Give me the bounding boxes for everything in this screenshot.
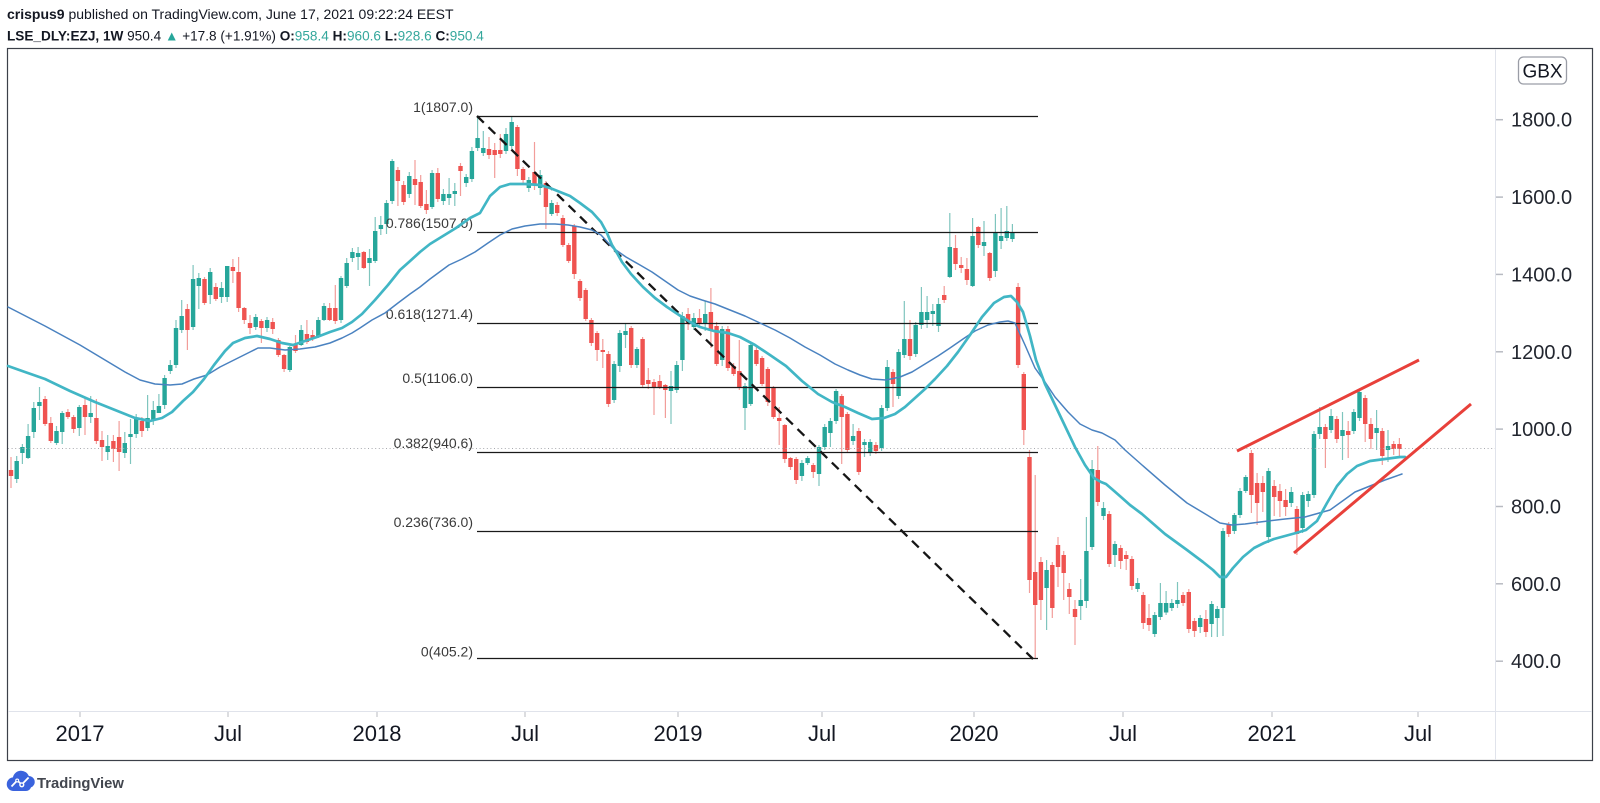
svg-text:0.236(736.0): 0.236(736.0) (394, 514, 473, 530)
svg-text:TradingView: TradingView (37, 776, 124, 792)
svg-text:1400.0: 1400.0 (1511, 264, 1572, 286)
svg-text:0.382(940.6): 0.382(940.6) (394, 435, 473, 451)
svg-text:1800.0: 1800.0 (1511, 110, 1572, 132)
svg-text:0.5(1106.0): 0.5(1106.0) (402, 370, 473, 386)
svg-text:GBX: GBX (1522, 62, 1562, 83)
svg-text:2021: 2021 (1248, 721, 1297, 746)
svg-text:600.0: 600.0 (1511, 574, 1561, 596)
svg-text:Jul: Jul (214, 721, 242, 746)
svg-text:Jul: Jul (1404, 721, 1432, 746)
svg-text:400.0: 400.0 (1511, 651, 1561, 673)
svg-text:1(1807.0): 1(1807.0) (413, 99, 473, 115)
svg-text:LSE_DLY:EZJ, 1W 950.4 ▲ +17.8: LSE_DLY:EZJ, 1W 950.4 ▲ +17.8 (+1.91%) O… (7, 29, 484, 44)
svg-text:1600.0: 1600.0 (1511, 187, 1572, 209)
svg-text:0(405.2): 0(405.2) (421, 644, 473, 660)
svg-text:Jul: Jul (511, 721, 539, 746)
svg-text:crispus9 published on TradingV: crispus9 published on TradingView.com, J… (7, 6, 454, 22)
svg-text:2017: 2017 (56, 721, 105, 746)
svg-text:Jul: Jul (1109, 721, 1137, 746)
svg-text:2019: 2019 (654, 721, 703, 746)
svg-text:0.786(1507.0): 0.786(1507.0) (386, 215, 473, 231)
svg-text:1000.0: 1000.0 (1511, 419, 1572, 441)
svg-text:0.618(1271.4): 0.618(1271.4) (386, 306, 473, 322)
svg-text:800.0: 800.0 (1511, 497, 1561, 519)
svg-text:Jul: Jul (808, 721, 836, 746)
svg-text:2020: 2020 (950, 721, 999, 746)
svg-text:1200.0: 1200.0 (1511, 342, 1572, 364)
svg-text:2018: 2018 (353, 721, 402, 746)
